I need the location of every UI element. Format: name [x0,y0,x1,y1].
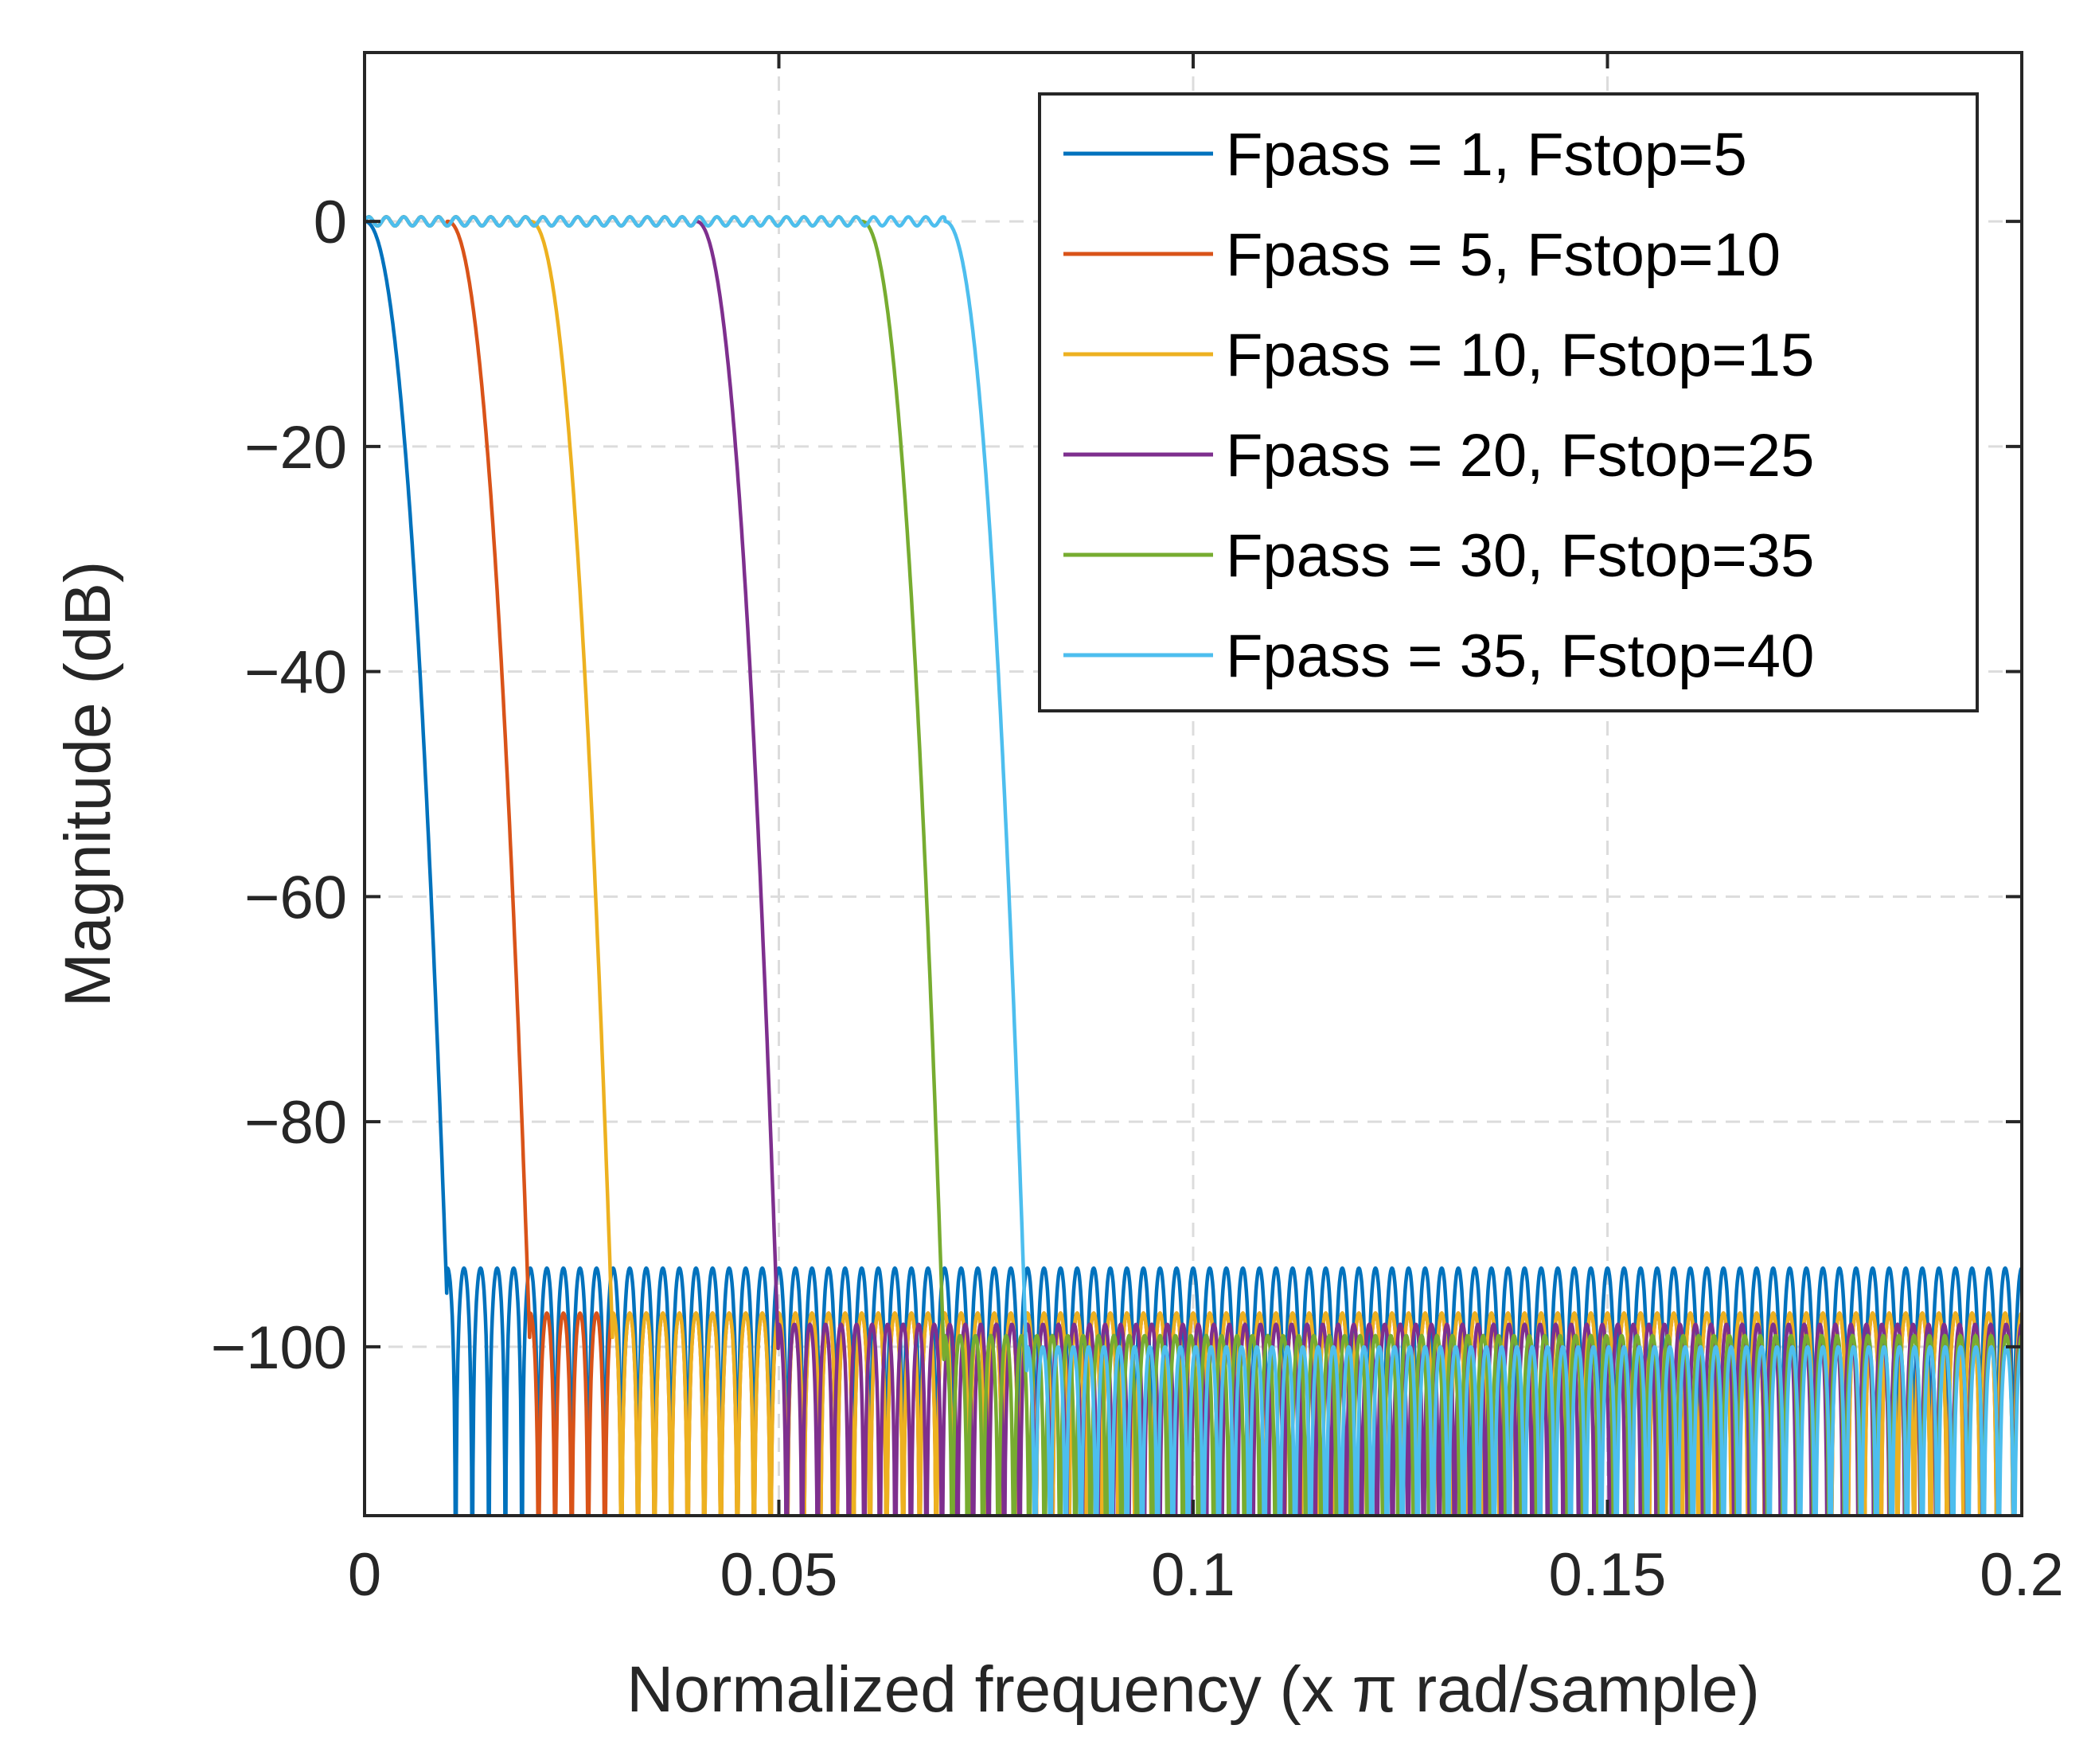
y-tick-label: −20 [244,414,347,482]
legend-label: Fpass = 30, Fstop=35 [1226,522,1814,590]
x-tick-label: 0.1 [1151,1541,1235,1609]
y-axis-title: Magnitude (dB) [52,561,124,1008]
legend: Fpass = 1, Fstop=5 Fpass = 5, Fstop=10 Fpa… [1038,92,1979,712]
y-tick-label: −40 [244,639,347,707]
legend-label: Fpass = 1, Fstop=5 [1226,121,1747,189]
x-tick-label: 0.15 [1549,1541,1667,1609]
axis-ticks [363,53,2023,1516]
tick-labels: 0 0.05 0.1 0.15 0.2 0 −20 −40 −60 −80 −100 [211,189,2064,1609]
x-tick-label: 0 [348,1541,381,1609]
y-tick-label: 0 [314,189,347,256]
series-lines [365,215,2022,1516]
y-tick-label: −60 [244,864,347,931]
x-tick-label: 0.2 [1980,1541,2064,1609]
legend-label: Fpass = 5, Fstop=10 [1226,221,1781,289]
legend-label: Fpass = 20, Fstop=25 [1226,422,1814,490]
y-tick-label: −100 [211,1314,347,1382]
legend-label: Fpass = 10, Fstop=15 [1226,322,1814,389]
series-line [365,215,2022,1516]
legend-label: Fpass = 35, Fstop=40 [1226,622,1814,690]
x-axis-title: Normalized frequency (x π rad/sample) [626,1653,1760,1726]
legend-box [1038,92,1979,712]
x-tick-label: 0.05 [720,1541,838,1609]
y-tick-label: −80 [244,1089,347,1157]
